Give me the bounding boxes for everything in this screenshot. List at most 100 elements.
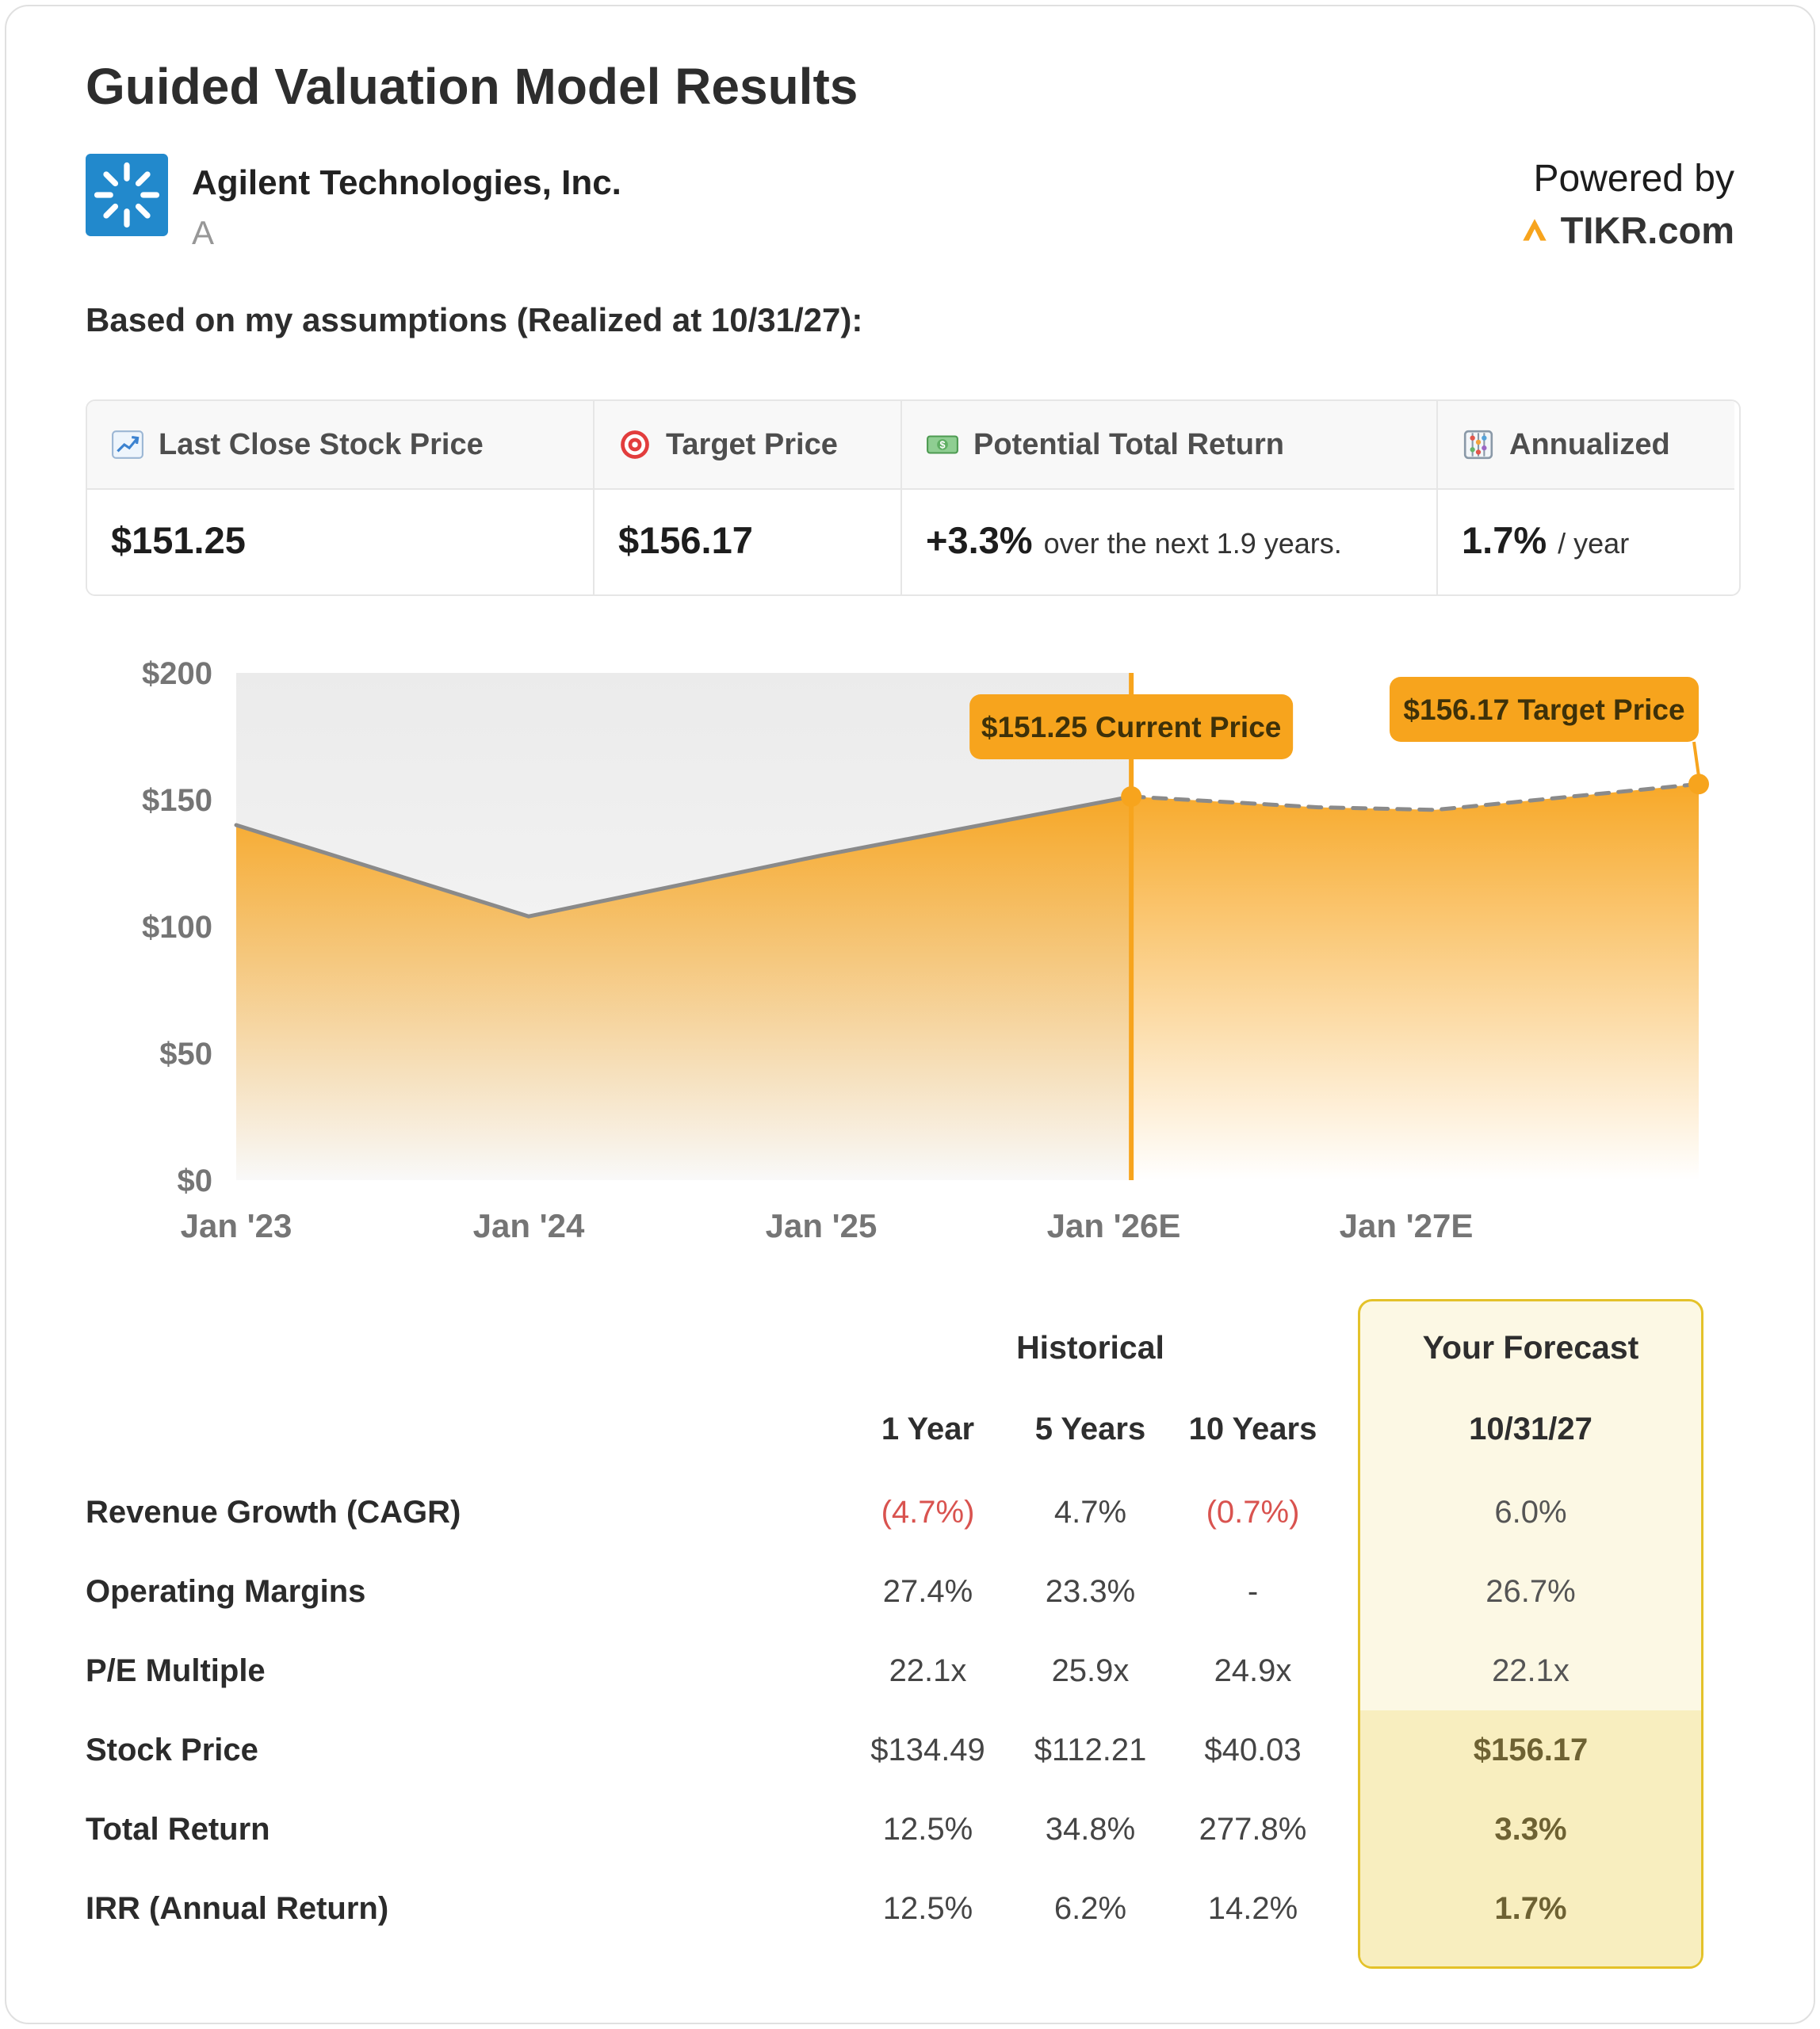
metric-value: 24.9x: [1214, 1653, 1292, 1688]
last-close-value: $151.25: [87, 490, 595, 594]
forecast-value: 22.1x: [1492, 1653, 1570, 1688]
ticker-symbol: A: [192, 214, 215, 251]
metric-value: 277.8%: [1199, 1811, 1307, 1847]
historical-header: Historical: [1016, 1329, 1164, 1366]
metric-value: 34.8%: [1045, 1811, 1136, 1847]
forecast-highlight-band: [1360, 1710, 1701, 1966]
spacer-cell: [1334, 1310, 1358, 1385]
spacer-cell: [1334, 1631, 1358, 1710]
metric-value: 27.4%: [882, 1573, 973, 1609]
summary-header-target-price: Target Price: [595, 401, 902, 490]
metric-value: $40.03: [1204, 1732, 1302, 1767]
metric-row-label: Total Return: [86, 1811, 270, 1847]
assumptions-line: Based on my assumptions (Realized at 10/…: [86, 301, 863, 338]
x-axis-tick-label: Jan '27E: [1340, 1207, 1474, 1244]
metric-value: $112.21: [1034, 1732, 1147, 1767]
forecast-value: 26.7%: [1485, 1573, 1576, 1609]
metric-value: (0.7%): [1206, 1494, 1300, 1530]
metric-row-label: P/E Multiple: [86, 1653, 266, 1688]
price-callout: [1390, 677, 1699, 742]
metric-value: 25.9x: [1051, 1653, 1130, 1688]
your-forecast-header: Your Forecast: [1422, 1329, 1639, 1366]
metric-row-label: Stock Price: [86, 1732, 258, 1767]
metric-value: $134.49: [870, 1732, 985, 1767]
col-header-10y: 10 Years: [1188, 1411, 1317, 1446]
svg-text:$: $: [939, 440, 945, 451]
metric-value: -: [1247, 1573, 1259, 1609]
spacer-cell: [1334, 1385, 1358, 1473]
metric-value: 23.3%: [1045, 1573, 1136, 1609]
banknote-icon: $: [927, 435, 958, 454]
metric-value: 12.5%: [882, 1811, 973, 1847]
col-header-1y: 1 Year: [881, 1411, 975, 1446]
spacer-cell: [1334, 1869, 1358, 1948]
spacer-cell: [86, 1310, 847, 1385]
forecast-price-line: [1129, 781, 1701, 812]
price-area: [236, 797, 1132, 1180]
metric-value: 22.1x: [889, 1653, 967, 1688]
forecast-highlight-box: [1358, 1299, 1703, 1969]
y-axis-tick-label: $50: [159, 1037, 212, 1072]
metric-row-label: Revenue Growth (CAGR): [86, 1494, 461, 1530]
price-callout-label: $156.17 Target Price: [1403, 694, 1684, 726]
forecast-value: 6.0%: [1494, 1494, 1567, 1530]
price-point-dot: [1688, 774, 1709, 795]
summary-values-row: $151.25 $156.17 +3.3% over the next 1.9 y…: [87, 490, 1739, 594]
price-callout-label: $151.25 Current Price: [981, 711, 1281, 743]
price-callout: [969, 694, 1294, 759]
metrics-table: Historical Your Forecast 1 Year 5 Years …: [86, 1299, 1738, 1984]
metric-row-label: Operating Margins: [86, 1573, 366, 1609]
total-return-value: +3.3% over the next 1.9 years.: [902, 490, 1438, 594]
metric-value: 12.5%: [882, 1890, 973, 1926]
valuation-report-card: Guided Valuation Model Results Agilent T…: [5, 5, 1815, 2024]
historical-price-line: [234, 794, 1134, 919]
spacer-cell: [1334, 1790, 1358, 1869]
brand-name[interactable]: TIKR.com: [1560, 209, 1734, 251]
spacer-cell: [1334, 1552, 1358, 1631]
metric-row-label: IRR (Annual Return): [86, 1890, 389, 1926]
tikr-logo-icon: [1522, 218, 1547, 241]
abacus-icon: [1463, 430, 1493, 460]
price-point-dot: [1121, 786, 1142, 807]
summary-header-annualized: Annualized: [1438, 401, 1734, 490]
col-header-5y: 5 Years: [1034, 1411, 1146, 1446]
page-title: Guided Valuation Model Results: [86, 58, 858, 115]
x-axis-tick-label: Jan '25: [766, 1207, 878, 1244]
price-forecast-chart: $0 $50 $100 $150 $200 Jan '23 Jan '24 Jan '25 Ja…: [142, 656, 1709, 1244]
y-axis-tick-label: $0: [178, 1164, 213, 1198]
powered-by-label: Powered by: [1533, 158, 1734, 200]
spacer-cell: [1334, 1473, 1358, 1552]
forecast-value: 3.3%: [1494, 1811, 1567, 1847]
metric-value: (4.7%): [881, 1494, 975, 1530]
metric-value: 6.2%: [1053, 1890, 1127, 1926]
chart-increasing-icon: [112, 430, 143, 459]
summary-label: Target Price: [666, 427, 838, 461]
spacer-cell: [1334, 1710, 1358, 1790]
target-price-value: $156.17: [595, 490, 902, 594]
target-icon: [621, 430, 649, 459]
forecast-value: $156.17: [1473, 1732, 1589, 1767]
metric-value: 14.2%: [1207, 1890, 1298, 1926]
summary-header-last-close: Last Close Stock Price: [87, 401, 595, 490]
y-axis-tick-label: $100: [142, 910, 212, 945]
spacer-cell: [86, 1385, 847, 1473]
company-name: Agilent Technologies, Inc.: [192, 163, 621, 202]
summary-label: Last Close Stock Price: [159, 427, 484, 461]
metrics-grid: Historical Your Forecast 1 Year 5 Years …: [86, 1310, 1738, 1948]
metric-value: 4.7%: [1053, 1494, 1127, 1530]
summary-label: Annualized: [1509, 427, 1670, 461]
callout-connector: [1692, 741, 1700, 777]
x-axis-tick-label: Jan '24: [473, 1207, 585, 1244]
forecast-value: 1.7%: [1494, 1890, 1567, 1926]
x-axis-tick-label: Jan '26E: [1047, 1207, 1181, 1244]
agilent-logo: [86, 154, 168, 236]
powered-by-block: Powered by TIKR.com: [1518, 157, 1734, 252]
annualized-value: 1.7% / year: [1438, 490, 1734, 594]
price-area: [1131, 784, 1699, 1180]
y-axis-tick-label: $200: [142, 656, 212, 691]
y-axis-tick-label: $150: [142, 783, 212, 818]
x-axis-tick-label: Jan '23: [181, 1207, 292, 1244]
summary-table: Last Close Stock Price Target Price $ Po…: [86, 399, 1741, 596]
summary-header-total-return: $ Potential Total Return: [902, 401, 1438, 490]
summary-header-row: Last Close Stock Price Target Price $ Po…: [87, 401, 1739, 490]
